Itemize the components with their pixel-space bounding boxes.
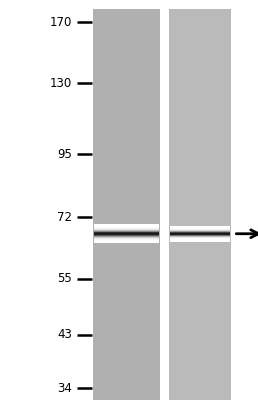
Bar xyxy=(94,224,159,225)
Bar xyxy=(94,237,159,238)
Bar xyxy=(170,233,230,234)
Bar xyxy=(170,237,230,238)
Text: 170: 170 xyxy=(50,16,72,28)
Bar xyxy=(170,241,230,242)
Bar xyxy=(94,240,159,241)
Bar xyxy=(170,239,230,240)
Bar xyxy=(94,229,159,230)
Bar xyxy=(94,233,159,234)
Bar xyxy=(94,228,159,229)
Text: B: B xyxy=(195,0,205,1)
Text: 95: 95 xyxy=(57,148,72,161)
Bar xyxy=(94,232,159,233)
Bar xyxy=(94,225,159,226)
Bar xyxy=(93,9,160,400)
Bar xyxy=(170,232,230,233)
Bar xyxy=(170,230,230,231)
Bar xyxy=(94,226,159,227)
Text: A: A xyxy=(122,0,131,1)
Bar xyxy=(170,227,230,228)
Bar xyxy=(94,238,159,239)
Bar xyxy=(170,236,230,237)
Bar xyxy=(170,228,230,229)
Bar xyxy=(94,239,159,240)
Bar xyxy=(94,241,159,242)
Bar xyxy=(94,237,159,238)
Bar xyxy=(94,241,159,242)
Bar xyxy=(94,228,159,229)
Bar xyxy=(170,235,230,236)
Bar xyxy=(170,226,230,227)
Bar xyxy=(94,224,159,225)
Bar xyxy=(170,238,230,239)
Bar xyxy=(94,232,159,233)
Bar xyxy=(170,237,230,238)
Bar xyxy=(170,234,230,235)
Bar xyxy=(170,236,230,237)
Bar xyxy=(170,229,230,230)
Bar xyxy=(94,242,159,243)
Bar xyxy=(170,240,230,241)
Bar xyxy=(170,226,230,227)
Bar xyxy=(170,239,230,240)
Bar xyxy=(170,238,230,239)
Text: 130: 130 xyxy=(50,76,72,90)
Bar xyxy=(169,9,231,400)
Bar xyxy=(94,230,159,231)
Bar xyxy=(94,236,159,237)
Bar xyxy=(94,234,159,235)
Bar xyxy=(94,233,159,234)
Bar xyxy=(170,231,230,232)
Bar xyxy=(170,235,230,236)
Text: 55: 55 xyxy=(58,272,72,285)
Bar xyxy=(94,235,159,236)
Bar xyxy=(94,239,159,240)
Bar xyxy=(94,226,159,227)
Bar xyxy=(170,233,230,234)
Bar xyxy=(94,236,159,237)
Bar xyxy=(170,232,230,233)
Bar xyxy=(94,231,159,232)
Text: 34: 34 xyxy=(57,382,72,394)
Bar xyxy=(94,231,159,232)
Bar xyxy=(170,228,230,229)
Bar xyxy=(94,229,159,230)
Bar xyxy=(94,234,159,235)
Text: 72: 72 xyxy=(57,211,72,224)
Bar xyxy=(170,227,230,228)
Bar xyxy=(94,227,159,228)
Bar xyxy=(94,242,159,243)
Bar xyxy=(94,240,159,241)
Bar xyxy=(94,225,159,226)
Text: 43: 43 xyxy=(57,328,72,341)
Bar xyxy=(170,229,230,230)
Bar xyxy=(170,234,230,235)
